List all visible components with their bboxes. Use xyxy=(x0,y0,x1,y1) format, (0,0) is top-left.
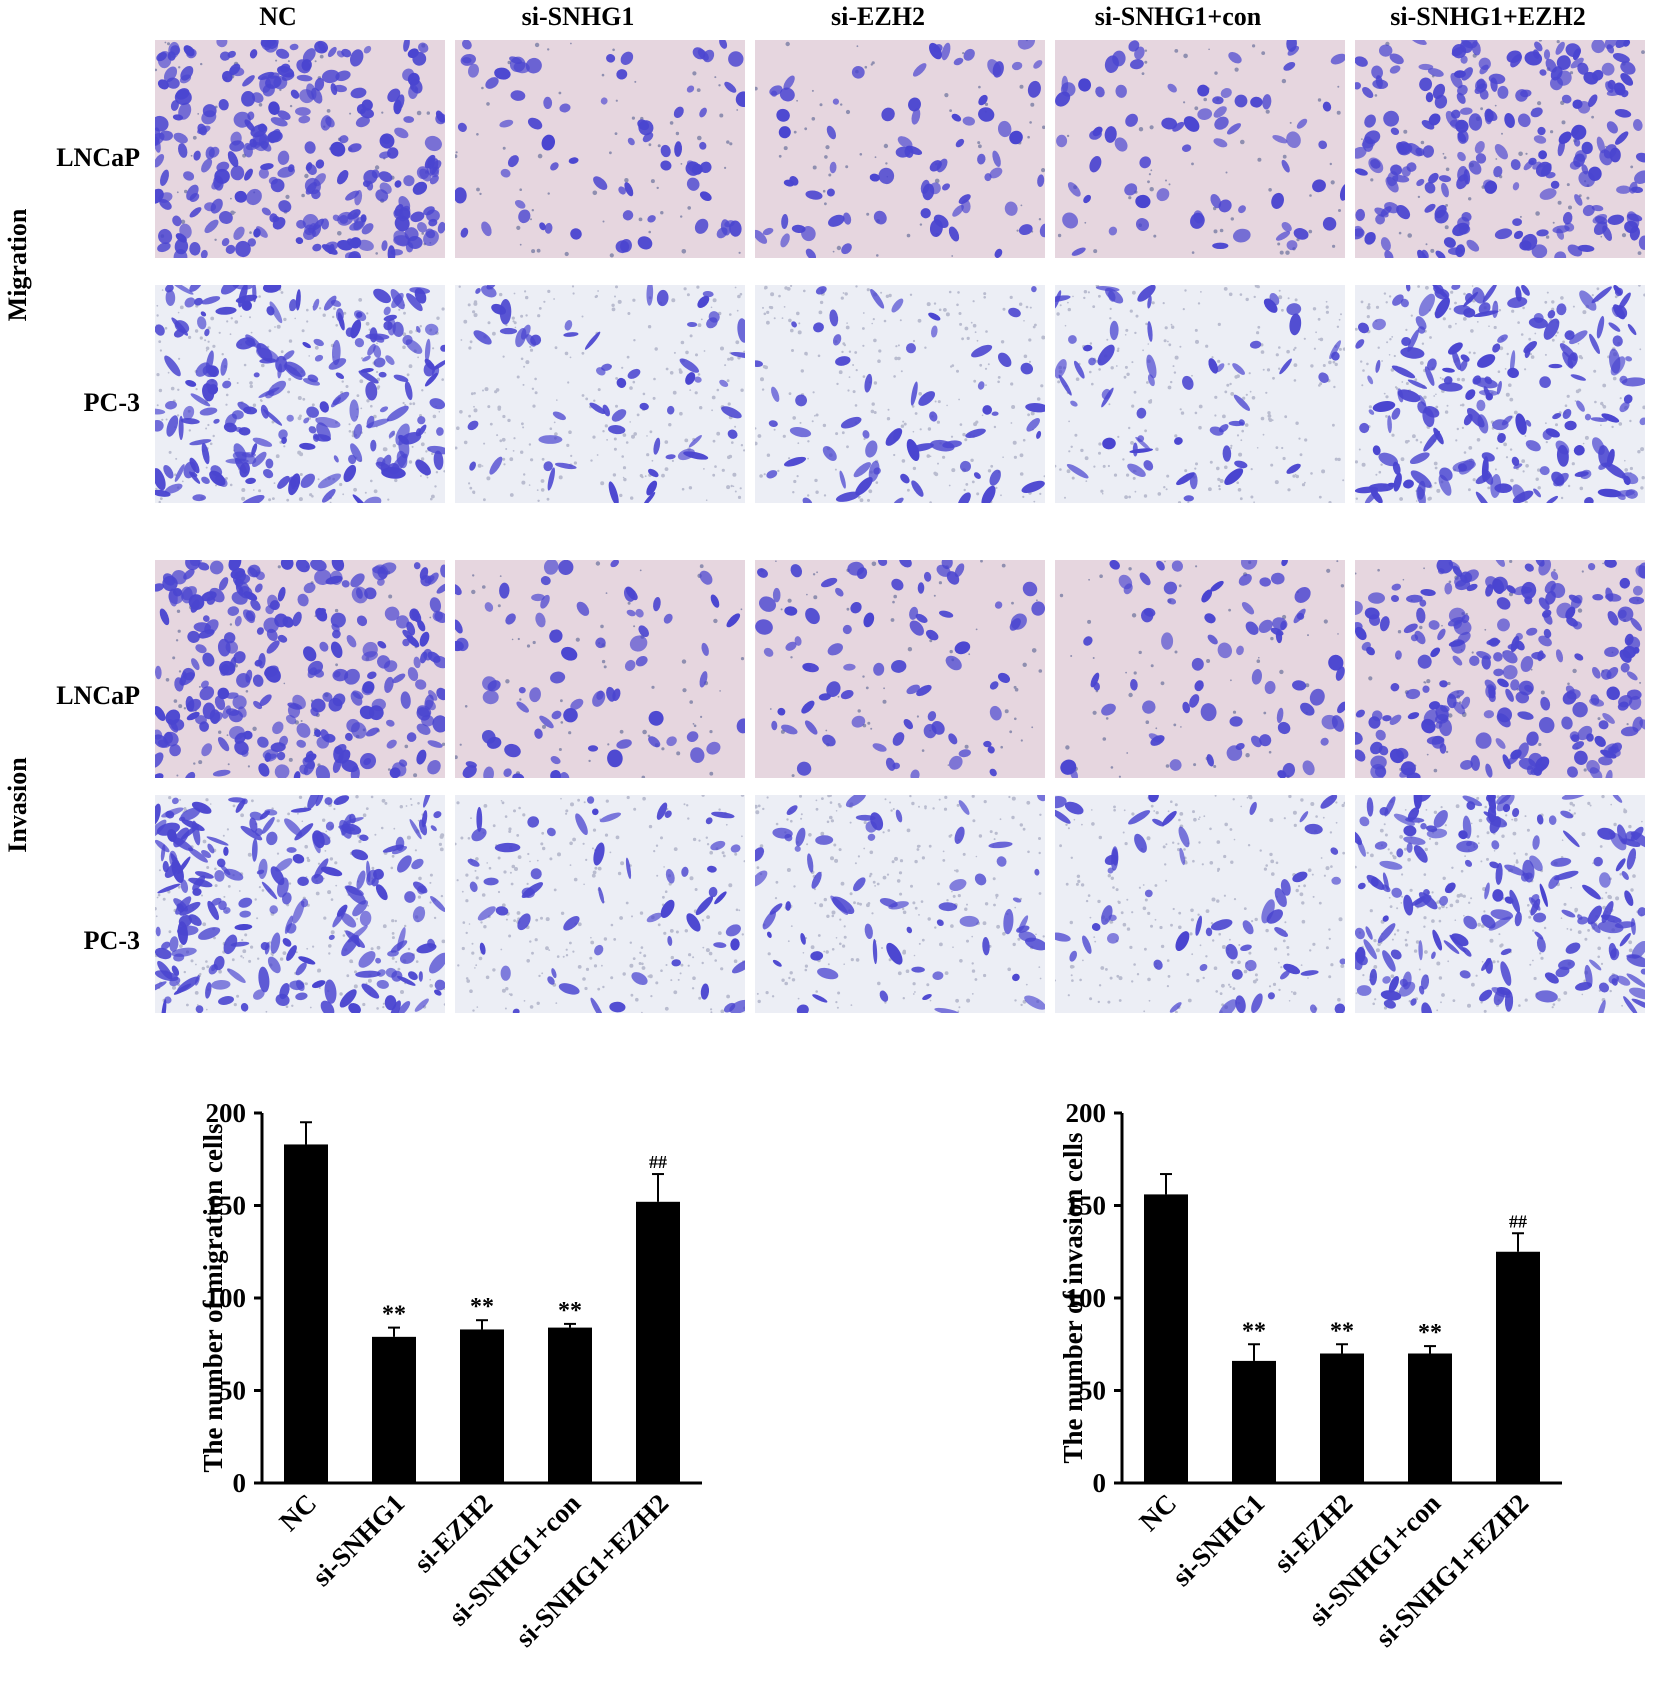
column-header-nc: NC xyxy=(259,2,297,31)
micrograph-invasion-lncap-col1 xyxy=(155,560,445,778)
x-tick-label: si-EZH2 xyxy=(1268,1488,1358,1578)
significance-label: ## xyxy=(649,1152,667,1172)
micrograph-migration-lncap-col2 xyxy=(455,40,745,258)
significance-label: ** xyxy=(1418,1320,1442,1346)
significance-label: ** xyxy=(1242,1318,1266,1344)
bar xyxy=(1408,1353,1452,1483)
row-label-migration-pc3: PC-3 xyxy=(83,388,140,417)
bar xyxy=(1496,1251,1540,1483)
micrograph-invasion-pc3-col5 xyxy=(1355,795,1645,1013)
micrograph-migration-pc3-col4 xyxy=(1055,285,1345,503)
row-label-invasion-lncap: LNCaP xyxy=(56,681,140,710)
invasion-bar-chart: 0 50 100 150 200 The number of invasion cells… xyxy=(1058,1098,1562,1653)
significance-label: ## xyxy=(1509,1211,1527,1231)
micrograph-migration-pc3-col3 xyxy=(755,285,1045,503)
significance-label: ** xyxy=(1330,1318,1354,1344)
bar xyxy=(372,1336,416,1483)
bar xyxy=(1320,1353,1364,1483)
micrograph-migration-pc3-col5 xyxy=(1355,285,1645,503)
micrograph-migration-lncap-col4 xyxy=(1055,40,1345,258)
y-axis-label: The number of invasion cells xyxy=(1058,1132,1088,1463)
y-axis-label: The number of migration cells xyxy=(198,1124,228,1473)
micrograph-migration-pc3-col2 xyxy=(455,285,745,503)
x-tick-label: si-SNHG1 xyxy=(306,1488,410,1592)
bar xyxy=(460,1329,504,1483)
column-header-si-snhg1: si-SNHG1 xyxy=(521,2,635,31)
y-tick-label: 0 xyxy=(233,1468,247,1498)
micrograph-migration-pc3-col1 xyxy=(155,285,445,503)
column-header-si-snhg1-ezh2: si-SNHG1+EZH2 xyxy=(1390,2,1586,31)
micrograph-invasion-pc3-col3 xyxy=(755,795,1045,1013)
y-tick-label: 200 xyxy=(206,1098,247,1128)
y-tick-label: 100 xyxy=(1066,1283,1107,1313)
micrograph-invasion-pc3-col4 xyxy=(1055,795,1345,1013)
bar xyxy=(284,1144,328,1483)
x-tick-label: si-SNHG1+EZH2 xyxy=(1370,1488,1535,1653)
micrograph-migration-lncap-col1 xyxy=(155,40,445,258)
significance-label: ** xyxy=(382,1302,406,1328)
micrograph-invasion-pc3-col2 xyxy=(455,795,745,1013)
bar xyxy=(636,1201,680,1483)
significance-label: ** xyxy=(558,1298,582,1324)
x-tick-label: si-SNHG1+EZH2 xyxy=(510,1488,675,1653)
y-tick-label: 150 xyxy=(1066,1191,1107,1221)
micrograph-invasion-lncap-col3 xyxy=(755,560,1045,778)
x-tick-label: NC xyxy=(1133,1488,1182,1537)
section-label-migration: Migration xyxy=(3,208,32,322)
x-tick-label: NC xyxy=(273,1488,322,1537)
micrograph-migration-lncap-col3 xyxy=(755,40,1045,258)
x-tick-label: si-EZH2 xyxy=(408,1488,498,1578)
micrograph-invasion-lncap-col2 xyxy=(455,560,745,778)
y-tick-label: 0 xyxy=(1093,1468,1107,1498)
row-label-migration-lncap: LNCaP xyxy=(56,143,140,172)
bar xyxy=(548,1327,592,1483)
y-tick-label: 200 xyxy=(1066,1098,1107,1128)
column-header-si-ezh2: si-EZH2 xyxy=(831,2,925,31)
micrograph-invasion-lncap-col5 xyxy=(1355,560,1645,778)
y-tick-label: 100 xyxy=(206,1283,247,1313)
section-label-invasion: Invasion xyxy=(3,757,32,853)
y-tick-label: 50 xyxy=(1079,1376,1106,1406)
micrograph-invasion-lncap-col4 xyxy=(1055,560,1345,778)
micrograph-migration-lncap-col5 xyxy=(1355,40,1645,258)
y-tick-label: 50 xyxy=(219,1376,246,1406)
y-tick-label: 150 xyxy=(206,1191,247,1221)
x-tick-label: si-SNHG1 xyxy=(1166,1488,1270,1592)
row-label-invasion-pc3: PC-3 xyxy=(83,926,140,955)
significance-label: ** xyxy=(470,1294,494,1320)
column-header-si-snhg1-con: si-SNHG1+con xyxy=(1094,2,1262,31)
bar xyxy=(1232,1360,1276,1483)
bar xyxy=(1144,1194,1188,1483)
micrograph-invasion-pc3-col1 xyxy=(155,795,445,1013)
